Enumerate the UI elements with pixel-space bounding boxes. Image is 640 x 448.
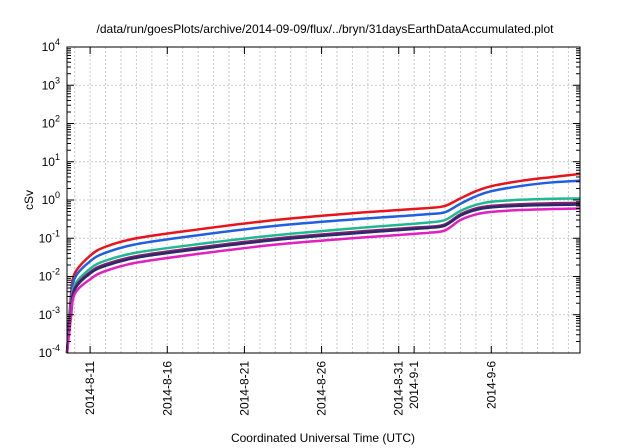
- x-tick-label: 2014-8-21: [237, 361, 251, 416]
- chart-title: /data/run/goesPlots/archive/2014-09-09/f…: [97, 22, 555, 36]
- y-tick-label: 10-1: [39, 228, 60, 245]
- y-tick-label: 101: [42, 152, 60, 169]
- series-line-5: [65, 203, 581, 354]
- series-line-6: [65, 207, 581, 354]
- x-tick-label: 2014-8-16: [160, 361, 174, 416]
- y-tick-label: 10-4: [39, 343, 60, 360]
- x-tick-label: 2014-9-6: [484, 361, 498, 409]
- x-axis-label: Coordinated Universal Time (UTC): [231, 431, 415, 445]
- y-axis-label: cSv: [22, 190, 36, 210]
- series-layer: [65, 172, 581, 354]
- y-tick-label: 10-3: [39, 305, 60, 322]
- x-tick-label: 2014-8-26: [315, 361, 329, 416]
- y-tick-label: 100: [42, 190, 60, 207]
- y-tick-label: 104: [42, 37, 60, 54]
- x-tick-label: 2014-8-31: [392, 361, 406, 416]
- x-tick-label: 2014-8-11: [83, 361, 97, 415]
- y-tick-label: 102: [42, 114, 60, 131]
- grid: [67, 47, 580, 353]
- ticks: [67, 46, 580, 354]
- x-tick-labels: 2014-8-11 2014-8-16 2014-8-21 2014-8-26 2014…: [83, 361, 498, 416]
- series-line-2: [65, 179, 581, 354]
- y-tick-label: 10-2: [39, 267, 60, 284]
- series-line-4: [65, 201, 581, 354]
- series-line-3: [65, 197, 581, 354]
- y-tick-labels: 10-4 10-3 10-2 10-1 100 101 102 103 104: [39, 37, 60, 360]
- y-tick-label: 103: [42, 75, 60, 92]
- x-tick-label: 2014-9-1: [407, 361, 421, 409]
- series-line-1: [65, 172, 581, 354]
